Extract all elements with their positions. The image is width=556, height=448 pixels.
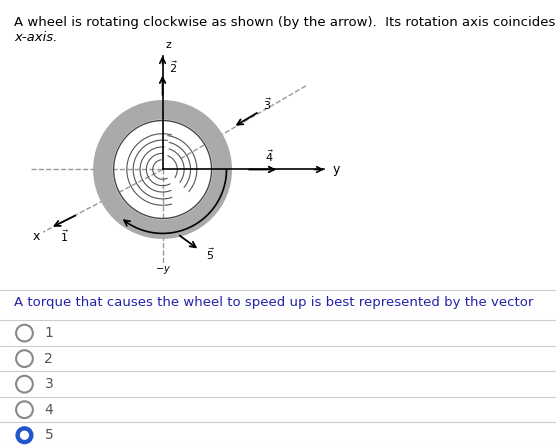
Text: A wheel is rotating clockwise as shown (by the arrow).  Its rotation axis coinci: A wheel is rotating clockwise as shown (… <box>14 16 556 29</box>
Text: 2: 2 <box>44 352 53 366</box>
Text: 4: 4 <box>44 403 53 417</box>
Text: $\vec{1}$: $\vec{1}$ <box>60 228 68 244</box>
Text: $\vec{5}$: $\vec{5}$ <box>206 246 214 262</box>
Text: A torque that causes the wheel to speed up is best represented by the vector: A torque that causes the wheel to speed … <box>14 296 533 309</box>
Text: $\vec{4}$: $\vec{4}$ <box>265 148 274 164</box>
Circle shape <box>16 427 33 444</box>
Text: $\vec{2}$: $\vec{2}$ <box>168 59 177 75</box>
Text: 5: 5 <box>44 428 53 442</box>
Text: x-axis.: x-axis. <box>14 31 57 44</box>
Circle shape <box>21 431 28 439</box>
Text: 1: 1 <box>44 326 53 340</box>
Text: 3: 3 <box>44 377 53 391</box>
Text: z: z <box>166 40 171 50</box>
Text: y: y <box>333 163 340 176</box>
Text: x: x <box>32 230 39 243</box>
Text: $\vec{3}$: $\vec{3}$ <box>263 96 272 112</box>
Text: $-y$: $-y$ <box>156 264 171 276</box>
